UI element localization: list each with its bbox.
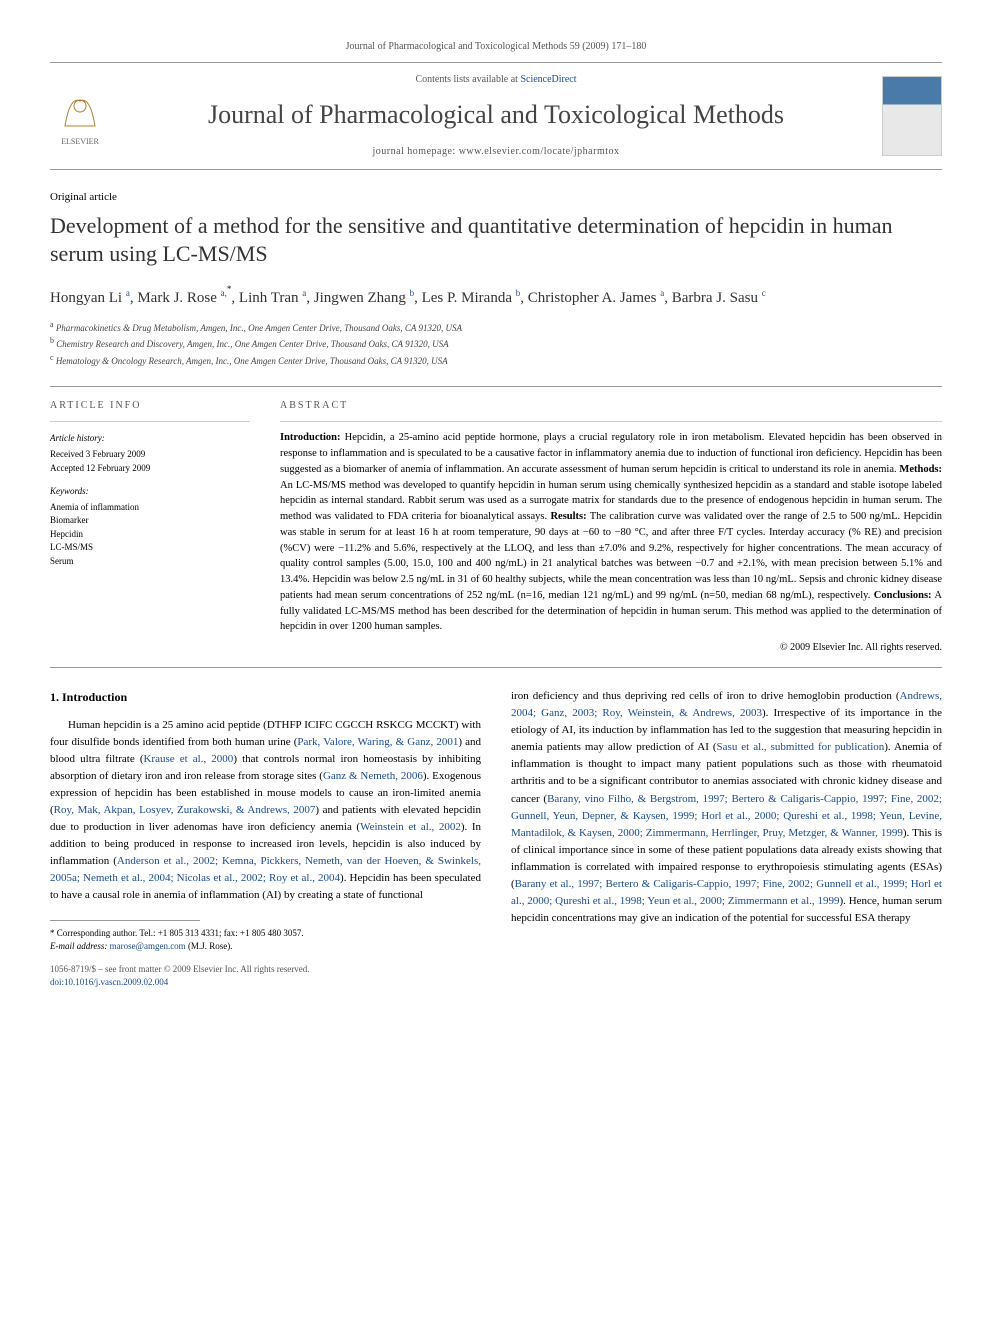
accepted-date: Accepted 12 February 2009 — [50, 462, 250, 476]
contents-prefix: Contents lists available at — [415, 74, 520, 85]
affiliation: b Chemistry Research and Discovery, Amge… — [50, 335, 942, 352]
received-date: Received 3 February 2009 — [50, 448, 250, 462]
history-label: Article history: — [50, 432, 250, 445]
affiliation: c Hematology & Oncology Research, Amgen,… — [50, 352, 942, 369]
author-list: Hongyan Li a, Mark J. Rose a,*, Linh Tra… — [50, 283, 942, 309]
keywords-label: Keywords: — [50, 485, 250, 498]
front-matter-line: 1056-8719/$ – see front matter © 2009 El… — [50, 963, 481, 977]
contents-available-line: Contents lists available at ScienceDirec… — [125, 73, 867, 87]
footnotes: * Corresponding author. Tel.: +1 805 313… — [50, 927, 481, 952]
email-suffix: (M.J. Rose). — [186, 941, 233, 951]
abstract-text: Introduction: Hepcidin, a 25-amino acid … — [280, 430, 942, 635]
keyword: Biomarker — [50, 514, 250, 528]
homepage-prefix: journal homepage: — [372, 146, 458, 157]
keyword: Anemia of inflammation — [50, 501, 250, 515]
publisher-logo: ELSEVIER — [50, 84, 110, 149]
body-columns: 1. Introduction Human hepcidin is a 25 a… — [50, 688, 942, 990]
author: Mark J. Rose a,* — [137, 290, 231, 306]
doi-line: doi:10.1016/j.vascn.2009.02.004 — [50, 976, 481, 990]
author: Les P. Miranda b — [422, 290, 521, 306]
body-paragraph: Human hepcidin is a 25 amino acid peptid… — [50, 717, 481, 905]
section-heading: 1. Introduction — [50, 688, 481, 707]
keyword: LC-MS/MS — [50, 541, 250, 555]
keyword: Serum — [50, 555, 250, 569]
corresponding-email[interactable]: marose@amgen.com — [110, 941, 186, 951]
affiliation: a Pharmacokinetics & Drug Metabolism, Am… — [50, 319, 942, 336]
corresponding-author-note: * Corresponding author. Tel.: +1 805 313… — [50, 927, 481, 940]
journal-homepage-line: journal homepage: www.elsevier.com/locat… — [125, 145, 867, 159]
author: Linh Tran a — [239, 290, 306, 306]
article-info-label: ARTICLE INFO — [50, 399, 250, 413]
right-column: iron deficiency and thus depriving red c… — [511, 688, 942, 990]
keyword: Hepcidin — [50, 528, 250, 542]
author: Jingwen Zhang b — [314, 290, 414, 306]
author: Barbra J. Sasu c — [672, 290, 766, 306]
abstract-label: ABSTRACT — [280, 399, 942, 413]
article-info-block: ARTICLE INFO Article history: Received 3… — [50, 386, 942, 668]
abstract-copyright: © 2009 Elsevier Inc. All rights reserved… — [280, 641, 942, 655]
email-line: E-mail address: marose@amgen.com (M.J. R… — [50, 940, 481, 953]
left-column: 1. Introduction Human hepcidin is a 25 a… — [50, 688, 481, 990]
sciencedirect-link[interactable]: ScienceDirect — [520, 74, 576, 85]
body-paragraph: iron deficiency and thus depriving red c… — [511, 688, 942, 927]
abstract-block: ABSTRACT Introduction: Hepcidin, a 25-am… — [280, 399, 942, 655]
email-label: E-mail address: — [50, 941, 110, 951]
running-header: Journal of Pharmacological and Toxicolog… — [50, 40, 942, 54]
article-type: Original article — [50, 190, 942, 205]
footnote-separator — [50, 920, 200, 921]
affiliations: a Pharmacokinetics & Drug Metabolism, Am… — [50, 319, 942, 369]
header-center: Contents lists available at ScienceDirec… — [125, 73, 867, 159]
author: Christopher A. James a — [528, 290, 665, 306]
journal-title: Journal of Pharmacological and Toxicolog… — [125, 97, 867, 133]
journal-header: ELSEVIER Contents lists available at Sci… — [50, 62, 942, 170]
article-title: Development of a method for the sensitiv… — [50, 212, 942, 269]
footer-line: 1056-8719/$ – see front matter © 2009 El… — [50, 963, 481, 991]
author: Hongyan Li a — [50, 290, 130, 306]
homepage-url[interactable]: www.elsevier.com/locate/jpharmtox — [459, 146, 620, 157]
publisher-name: ELSEVIER — [61, 136, 99, 147]
article-info-left: ARTICLE INFO Article history: Received 3… — [50, 399, 250, 655]
journal-cover-thumbnail — [882, 76, 942, 156]
